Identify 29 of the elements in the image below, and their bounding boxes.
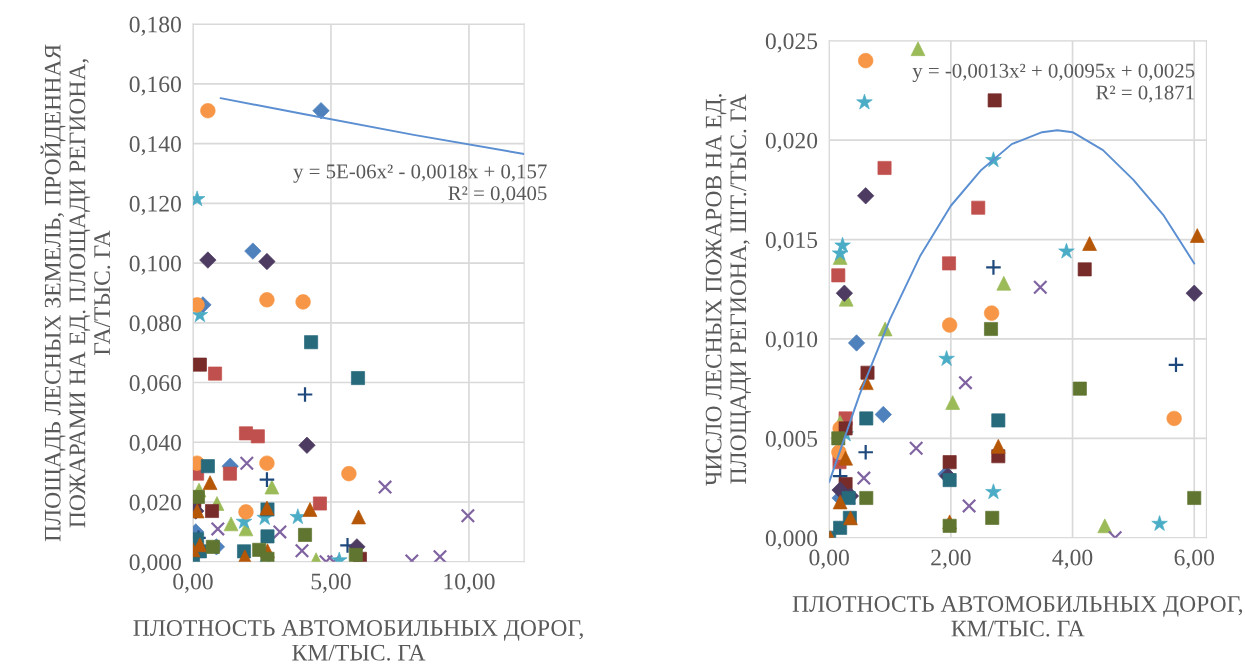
x-axis-title: ПЛОТНОСТЬ АВТОМОБИЛЬНЫХ ДОРОГ, КМ/ТЫС. ГА bbox=[133, 620, 583, 661]
y-tick-label: 0,120 bbox=[129, 195, 181, 216]
y-axis-title: ПЛОЩАДЬ ЛЕСНЫХ ЗЕМЕЛЬ, ПРОЙДЕННАЯ ПОЖАРАМИ НА ЕД. ПЛОЩАДИ РЕГИОНА, ГА/ТЫС. ГА bbox=[40, 44, 111, 542]
y-tick-label: 0,005 bbox=[765, 430, 818, 451]
x-tick-label: 2,00 bbox=[931, 549, 971, 569]
x-tick-label: 0,00 bbox=[809, 549, 849, 569]
annotation: y = -0,0013x² + 0,0095x + 0,0025 R² = 0,1871 bbox=[912, 63, 1195, 103]
x-tick-label: 6,00 bbox=[1174, 549, 1214, 569]
y-tick-label: 0,060 bbox=[129, 375, 181, 395]
x-tick-label: 10,00 bbox=[444, 573, 495, 593]
y-tick-label: 0,000 bbox=[765, 530, 818, 550]
y-axis-title: ЧИСЛО ЛЕСНЫХ ПОЖАРОВ НА ЕД. ПЛОЩАДИ РЕГИОНА, ШТ./ТЫС. ГА bbox=[705, 94, 752, 486]
y-tick-label: 0,100 bbox=[129, 255, 181, 275]
y-tick-label: 0,180 bbox=[129, 16, 181, 36]
y-tick-label: 0,040 bbox=[129, 434, 181, 455]
x-tick-label: 5,00 bbox=[311, 573, 351, 593]
y-tick-label: 0,020 bbox=[129, 494, 181, 514]
annotation: y = 5E-06x² - 0,0018x + 0,157 R² = 0,0405 bbox=[293, 164, 547, 204]
y-tick-label: 0,020 bbox=[765, 132, 818, 152]
y-tick-label: 0,160 bbox=[129, 76, 181, 96]
y-tick-label: 0,000 bbox=[129, 554, 181, 574]
x-tick-label: 0,00 bbox=[173, 573, 213, 593]
y-tick-label: 0,140 bbox=[129, 136, 181, 156]
x-axis-title: ПЛОТНОСТЬ АВТОМОБИЛЬНЫХ ДОРОГ, КМ/ТЫС. ГА bbox=[792, 596, 1243, 637]
y-tick-label: 0,015 bbox=[765, 232, 818, 252]
y-tick-label: 0,010 bbox=[765, 331, 818, 351]
x-tick-label: 4,00 bbox=[1052, 549, 1093, 569]
y-tick-label: 0,025 bbox=[765, 33, 818, 53]
y-tick-label: 0,080 bbox=[129, 315, 181, 335]
